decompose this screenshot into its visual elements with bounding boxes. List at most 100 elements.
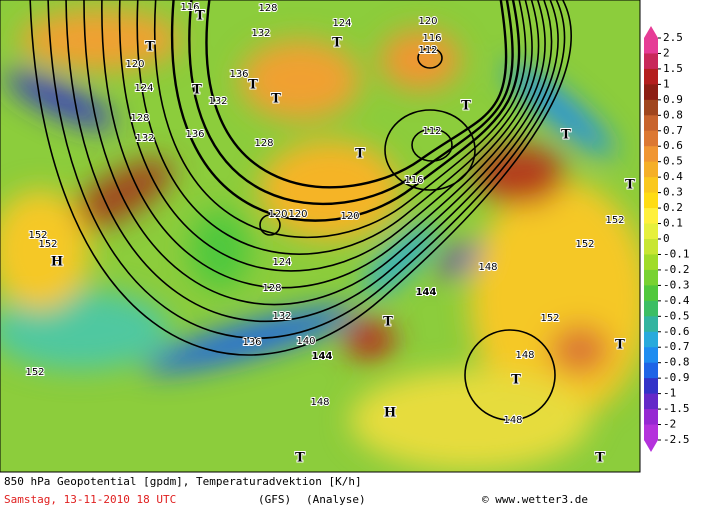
pressure-symbol: H xyxy=(51,255,63,270)
footer-run: (Analyse) xyxy=(306,493,366,506)
contour-label: 136 xyxy=(229,69,248,80)
contour-label: 140 xyxy=(296,336,315,347)
contour-label: 132 xyxy=(135,133,154,144)
contour-label: 136 xyxy=(185,129,204,140)
colorbar-swatch xyxy=(644,300,658,317)
colorbar-label: -2.5 xyxy=(663,433,690,446)
contour-label: 132 xyxy=(208,96,227,107)
colorbar-swatch xyxy=(644,239,658,255)
contour-line xyxy=(47,0,566,339)
contour-label: 148 xyxy=(503,415,522,426)
contour-label: 120 xyxy=(288,209,307,220)
contour-label: 120 xyxy=(125,59,144,70)
contour-line xyxy=(205,0,508,189)
pressure-symbol: T xyxy=(595,451,605,466)
colorbar-swatch xyxy=(644,378,658,395)
colorbar-label: -0.2 xyxy=(663,263,690,276)
pressure-symbol: T xyxy=(295,451,305,466)
colorbar-swatch xyxy=(644,99,658,116)
colorbar-swatch xyxy=(644,192,658,209)
colorbar-label: 1.5 xyxy=(663,62,683,75)
contour-label: 144 xyxy=(416,287,437,298)
colorbar-swatch xyxy=(644,316,658,333)
colorbar-label: -0.5 xyxy=(663,309,690,322)
colorbar-swatch xyxy=(644,38,658,54)
contour-label: 152 xyxy=(605,215,624,226)
contour-label: 128 xyxy=(262,283,281,294)
colorbar-swatch xyxy=(644,424,658,441)
colorbar-swatch xyxy=(644,130,658,147)
colorbar-label: 0.7 xyxy=(663,124,683,137)
contour-label: 152 xyxy=(540,313,559,324)
footer-title: 850 hPa Geopotential [gpdm], Temperatura… xyxy=(4,475,362,488)
colorbar: 2.5 2 1.5 1 0.9 0.8 0.7 0.6 0.5 0.4 0.3 0.2 0.1 0 -0.1… xyxy=(644,26,690,452)
pressure-symbol: T xyxy=(511,373,521,388)
colorbar-label: -0.1 xyxy=(663,247,690,260)
pressure-symbol: T xyxy=(271,92,281,107)
colorbar-swatch xyxy=(644,68,658,85)
colorbar-label: -0.3 xyxy=(663,278,690,291)
colorbar-label: 0.1 xyxy=(663,217,683,230)
colorbar-swatch xyxy=(644,115,658,132)
contour-label: 148 xyxy=(478,262,497,273)
contour-line xyxy=(153,0,527,239)
contour-low xyxy=(411,128,453,162)
contour-label: 112 xyxy=(418,45,437,56)
contour-label: 148 xyxy=(310,397,329,408)
contour-label: 152 xyxy=(25,367,44,378)
contour-label: 112 xyxy=(422,126,441,137)
contour-high xyxy=(464,329,556,421)
colorbar-label: -0.9 xyxy=(663,371,690,384)
colorbar-label: 0.5 xyxy=(663,155,683,168)
contour-label: 148 xyxy=(515,350,534,361)
contour-line xyxy=(83,0,553,306)
colorbar-swatch xyxy=(644,393,658,410)
colorbar-label: -0.7 xyxy=(663,340,690,353)
colorbar-label: 2 xyxy=(663,46,670,59)
colorbar-swatch xyxy=(644,362,658,379)
footer-credit: © www.wetter3.de xyxy=(482,493,588,506)
contour-line xyxy=(65,0,559,323)
colorbar-swatch xyxy=(644,269,658,286)
contour-label: 132 xyxy=(272,311,291,322)
colorbar-label: -2 xyxy=(663,418,676,431)
contour-low xyxy=(259,214,281,236)
colorbar-arrow xyxy=(644,26,658,38)
colorbar-label: 0.6 xyxy=(663,139,683,152)
colorbar-label: 0.2 xyxy=(663,201,683,214)
pressure-symbol: T xyxy=(248,78,258,93)
contour-label: 128 xyxy=(130,113,149,124)
pressure-symbol: T xyxy=(355,147,365,162)
colorbar-swatch xyxy=(644,409,658,426)
pressure-symbol: T xyxy=(145,40,155,55)
colorbar-swatch xyxy=(644,347,658,364)
colorbar-swatch xyxy=(644,285,658,302)
colorbar-label: 1 xyxy=(663,77,670,90)
colorbar-swatch xyxy=(644,331,658,348)
colorbar-label: 0.4 xyxy=(663,170,683,183)
contour-label: 152 xyxy=(38,239,57,250)
colorbar-label: -1.5 xyxy=(663,402,690,415)
colorbar-swatch xyxy=(644,177,658,194)
contour-low xyxy=(384,109,476,191)
contour-label: 144 xyxy=(312,351,333,362)
contour-label: 120 xyxy=(418,16,437,27)
contour-line xyxy=(136,0,533,255)
contour-label: 116 xyxy=(180,2,199,13)
contour-label: 132 xyxy=(251,28,270,39)
pressure-symbol: H xyxy=(384,406,396,421)
contour-line xyxy=(188,0,514,206)
pressure-symbol: T xyxy=(195,9,205,24)
colorbar-label: -0.6 xyxy=(663,325,690,338)
contour-line xyxy=(29,0,572,356)
contour-label: 152 xyxy=(28,230,47,241)
pressure-symbol: T xyxy=(192,83,202,98)
contour-line xyxy=(118,0,540,272)
colorbar-label: 0.8 xyxy=(663,108,683,121)
colorbar-swatch xyxy=(644,254,658,271)
colorbar-label: 0 xyxy=(663,232,670,245)
contour-label: 116 xyxy=(422,33,441,44)
colorbar-swatch xyxy=(644,223,658,240)
